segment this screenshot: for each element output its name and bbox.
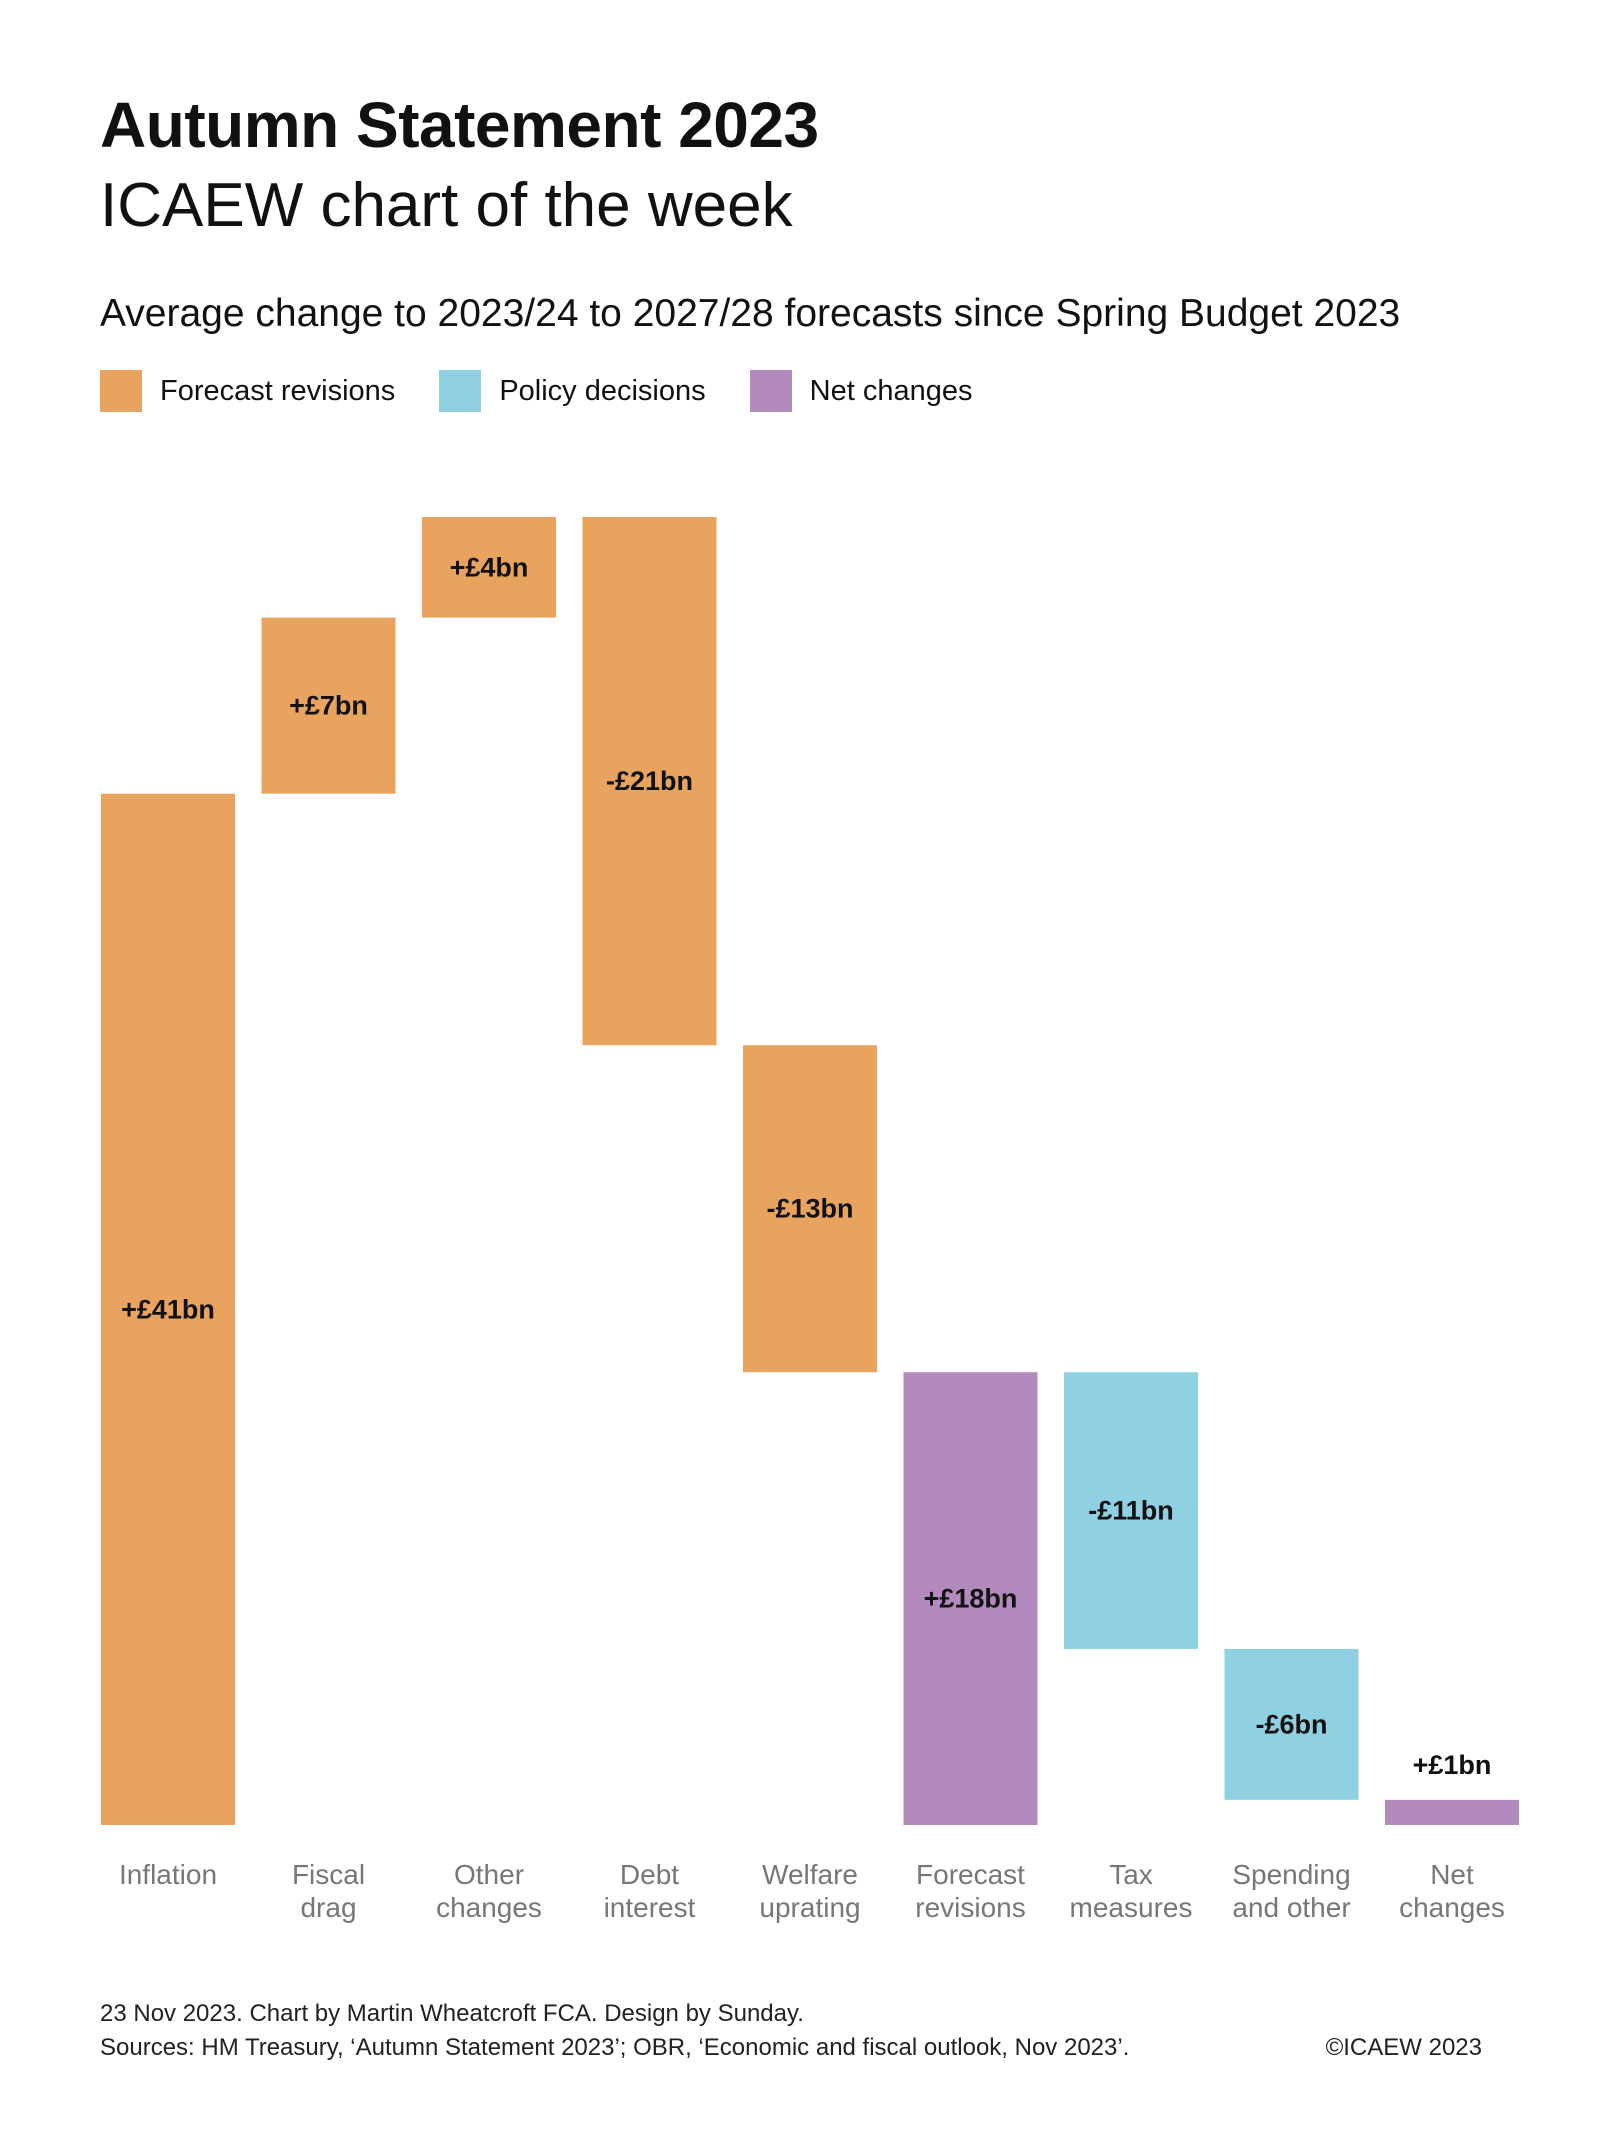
legend: Forecast revisions Policy decisions Net … bbox=[100, 370, 1016, 412]
category-label: changes bbox=[1399, 1892, 1505, 1923]
legend-label-forecast: Forecast revisions bbox=[160, 374, 396, 407]
data-label: -£11bn bbox=[1088, 1496, 1174, 1526]
data-label: +£1bn bbox=[1413, 1750, 1492, 1780]
bar-debt-interest bbox=[582, 517, 717, 1046]
data-label: +£7bn bbox=[289, 691, 368, 721]
page-subtitle: ICAEW chart of the week bbox=[100, 171, 793, 240]
category-label: Fiscal bbox=[292, 1859, 365, 1890]
category-label: Inflation bbox=[119, 1859, 217, 1890]
legend-label-net: Net changes bbox=[809, 374, 973, 407]
legend-swatch-policy bbox=[439, 370, 482, 412]
legend-item-forecast: Forecast revisions bbox=[100, 370, 395, 412]
page-title: Autumn Statement 2023 bbox=[100, 89, 819, 161]
bar-forecast-revisions bbox=[903, 1372, 1038, 1825]
legend-item-policy: Policy decisions bbox=[439, 370, 706, 412]
bar-net-changes bbox=[1385, 1799, 1519, 1825]
category-label: Spending bbox=[1232, 1859, 1350, 1890]
bar-other-changes bbox=[422, 517, 556, 618]
footer-credits: 23 Nov 2023. Chart by Martin Wheatcroft … bbox=[100, 2000, 804, 2027]
category-label: and other bbox=[1232, 1892, 1350, 1923]
bar-tax-measures bbox=[1064, 1372, 1198, 1649]
category-label: Other bbox=[454, 1859, 524, 1890]
footer-sources: Sources: HM Treasury, ‘Autumn Statement … bbox=[100, 2034, 1130, 2061]
category-label: changes bbox=[436, 1892, 542, 1923]
bar-inflation bbox=[101, 793, 235, 1825]
legend-swatch-forecast bbox=[100, 370, 142, 412]
legend-label-policy: Policy decisions bbox=[499, 374, 706, 407]
legend-item-net: Net changes bbox=[749, 370, 973, 412]
category-label: Welfare bbox=[762, 1859, 858, 1890]
chart-title: Average change to 2023/24 to 2027/28 for… bbox=[100, 292, 1401, 335]
bar-spending-and-other bbox=[1224, 1648, 1359, 1800]
data-label: +£41bn bbox=[121, 1294, 215, 1324]
category-label: Debt bbox=[620, 1859, 679, 1890]
bar-welfare-uprating bbox=[743, 1045, 877, 1373]
category-label: measures bbox=[1070, 1892, 1193, 1923]
data-label: -£6bn bbox=[1255, 1709, 1327, 1739]
category-label: revisions bbox=[915, 1892, 1025, 1923]
category-label: Tax bbox=[1109, 1859, 1153, 1890]
category-label: uprating bbox=[759, 1892, 860, 1923]
data-label: -£21bn bbox=[606, 766, 693, 796]
category-label: Net bbox=[1430, 1859, 1474, 1890]
legend-swatch-net bbox=[749, 370, 792, 412]
footer-copyright: ©ICAEW 2023 bbox=[1325, 2034, 1482, 2061]
category-label: Forecast bbox=[916, 1859, 1025, 1890]
data-label: -£13bn bbox=[766, 1194, 853, 1224]
category-label: interest bbox=[604, 1892, 696, 1923]
data-label: +£4bn bbox=[450, 552, 529, 582]
bar-fiscal-drag bbox=[261, 617, 396, 794]
category-label: drag bbox=[300, 1892, 356, 1923]
data-label: +£18bn bbox=[924, 1584, 1018, 1614]
